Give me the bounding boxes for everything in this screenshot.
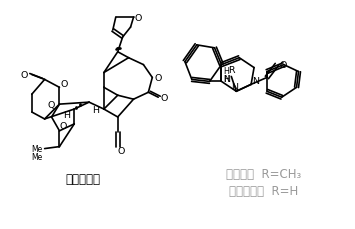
Text: O: O	[117, 146, 124, 155]
Text: N: N	[231, 82, 238, 91]
Text: H: H	[223, 75, 229, 84]
Text: Me: Me	[31, 144, 42, 153]
Text: H: H	[223, 67, 229, 76]
Text: H: H	[93, 105, 99, 114]
Text: N: N	[223, 75, 230, 84]
Text: N: N	[252, 76, 260, 86]
Text: O: O	[135, 14, 142, 23]
Text: 吴茱萸胺  R=CH₃: 吴茱萸胺 R=CH₃	[226, 167, 301, 180]
Text: 吴茱萸苦素: 吴茱萸苦素	[66, 172, 101, 185]
Text: O: O	[60, 122, 67, 131]
Text: H: H	[63, 111, 70, 120]
Text: O: O	[20, 71, 28, 80]
Text: R: R	[228, 66, 235, 75]
Text: Me: Me	[31, 152, 42, 161]
Text: 吴茱萸次碱  R=H: 吴茱萸次碱 R=H	[229, 184, 299, 197]
Text: Q: Q	[48, 100, 55, 109]
Text: O: O	[160, 93, 168, 102]
Text: O: O	[154, 74, 162, 83]
Text: O: O	[61, 79, 68, 88]
Text: O: O	[279, 61, 286, 70]
